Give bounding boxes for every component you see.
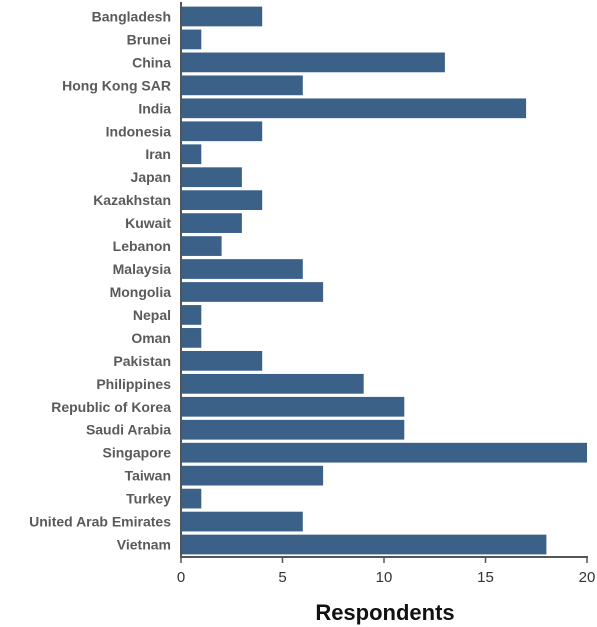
category-label: United Arab Emirates	[29, 514, 171, 530]
bar-taiwan	[181, 465, 324, 486]
bars-group	[181, 6, 587, 555]
bar-united-arab-emirates	[181, 511, 303, 532]
bar-oman	[181, 328, 202, 348]
bar-republic-of-korea	[181, 396, 405, 417]
category-label: Pakistan	[113, 353, 171, 369]
bar-brunei	[181, 29, 202, 50]
x-tick-label: 5	[278, 569, 286, 586]
category-label: Indonesia	[106, 123, 172, 139]
bar-vietnam	[181, 534, 547, 555]
bar-saudi-arabia	[181, 419, 405, 440]
bar-iran	[181, 144, 202, 165]
category-label: India	[138, 100, 171, 116]
category-label: Kazakhstan	[93, 192, 171, 208]
category-label: Lebanon	[113, 238, 171, 254]
category-label: Bangladesh	[92, 8, 171, 24]
x-tick-label: 0	[177, 569, 185, 586]
bar-pakistan	[181, 350, 263, 371]
category-label: Japan	[131, 169, 171, 185]
category-label: China	[132, 54, 171, 70]
category-label: Malaysia	[113, 261, 172, 277]
x-tick-label: 10	[376, 569, 393, 586]
bar-mongolia	[181, 282, 324, 302]
bar-bangladesh	[181, 6, 263, 27]
bar-japan	[181, 167, 242, 188]
category-label: Vietnam	[117, 537, 171, 553]
category-label: Hong Kong SAR	[62, 77, 171, 93]
bar-singapore	[181, 442, 587, 463]
category-label: Singapore	[103, 445, 172, 461]
bar-hong-kong-sar	[181, 75, 303, 96]
x-axis-ticks: 0 5 10 15 20	[177, 557, 596, 586]
category-label: Nepal	[133, 307, 171, 323]
category-label: Turkey	[126, 491, 171, 507]
bar-malaysia	[181, 259, 303, 279]
bar-philippines	[181, 373, 364, 394]
category-label: Oman	[131, 330, 171, 346]
bar-kazakhstan	[181, 190, 263, 211]
category-label: Saudi Arabia	[86, 422, 171, 438]
bar-india	[181, 98, 527, 119]
x-tick-label: 15	[477, 569, 494, 586]
bar-indonesia	[181, 121, 263, 142]
x-axis-title: Respondents	[315, 600, 454, 625]
category-label: Brunei	[127, 31, 171, 47]
category-label: Iran	[145, 146, 171, 162]
bar-nepal	[181, 305, 202, 325]
category-label: Taiwan	[125, 468, 171, 484]
bar-china	[181, 52, 445, 73]
category-label: Kuwait	[125, 215, 171, 231]
bar-lebanon	[181, 236, 222, 256]
category-label: Philippines	[96, 376, 171, 392]
category-label: Republic of Korea	[51, 399, 171, 415]
category-label: Mongolia	[110, 284, 172, 300]
x-tick-label: 20	[579, 569, 596, 586]
bar-turkey	[181, 488, 202, 509]
category-labels: Bangladesh Brunei China Hong Kong SAR India I…	[29, 8, 171, 552]
bar-kuwait	[181, 213, 242, 233]
